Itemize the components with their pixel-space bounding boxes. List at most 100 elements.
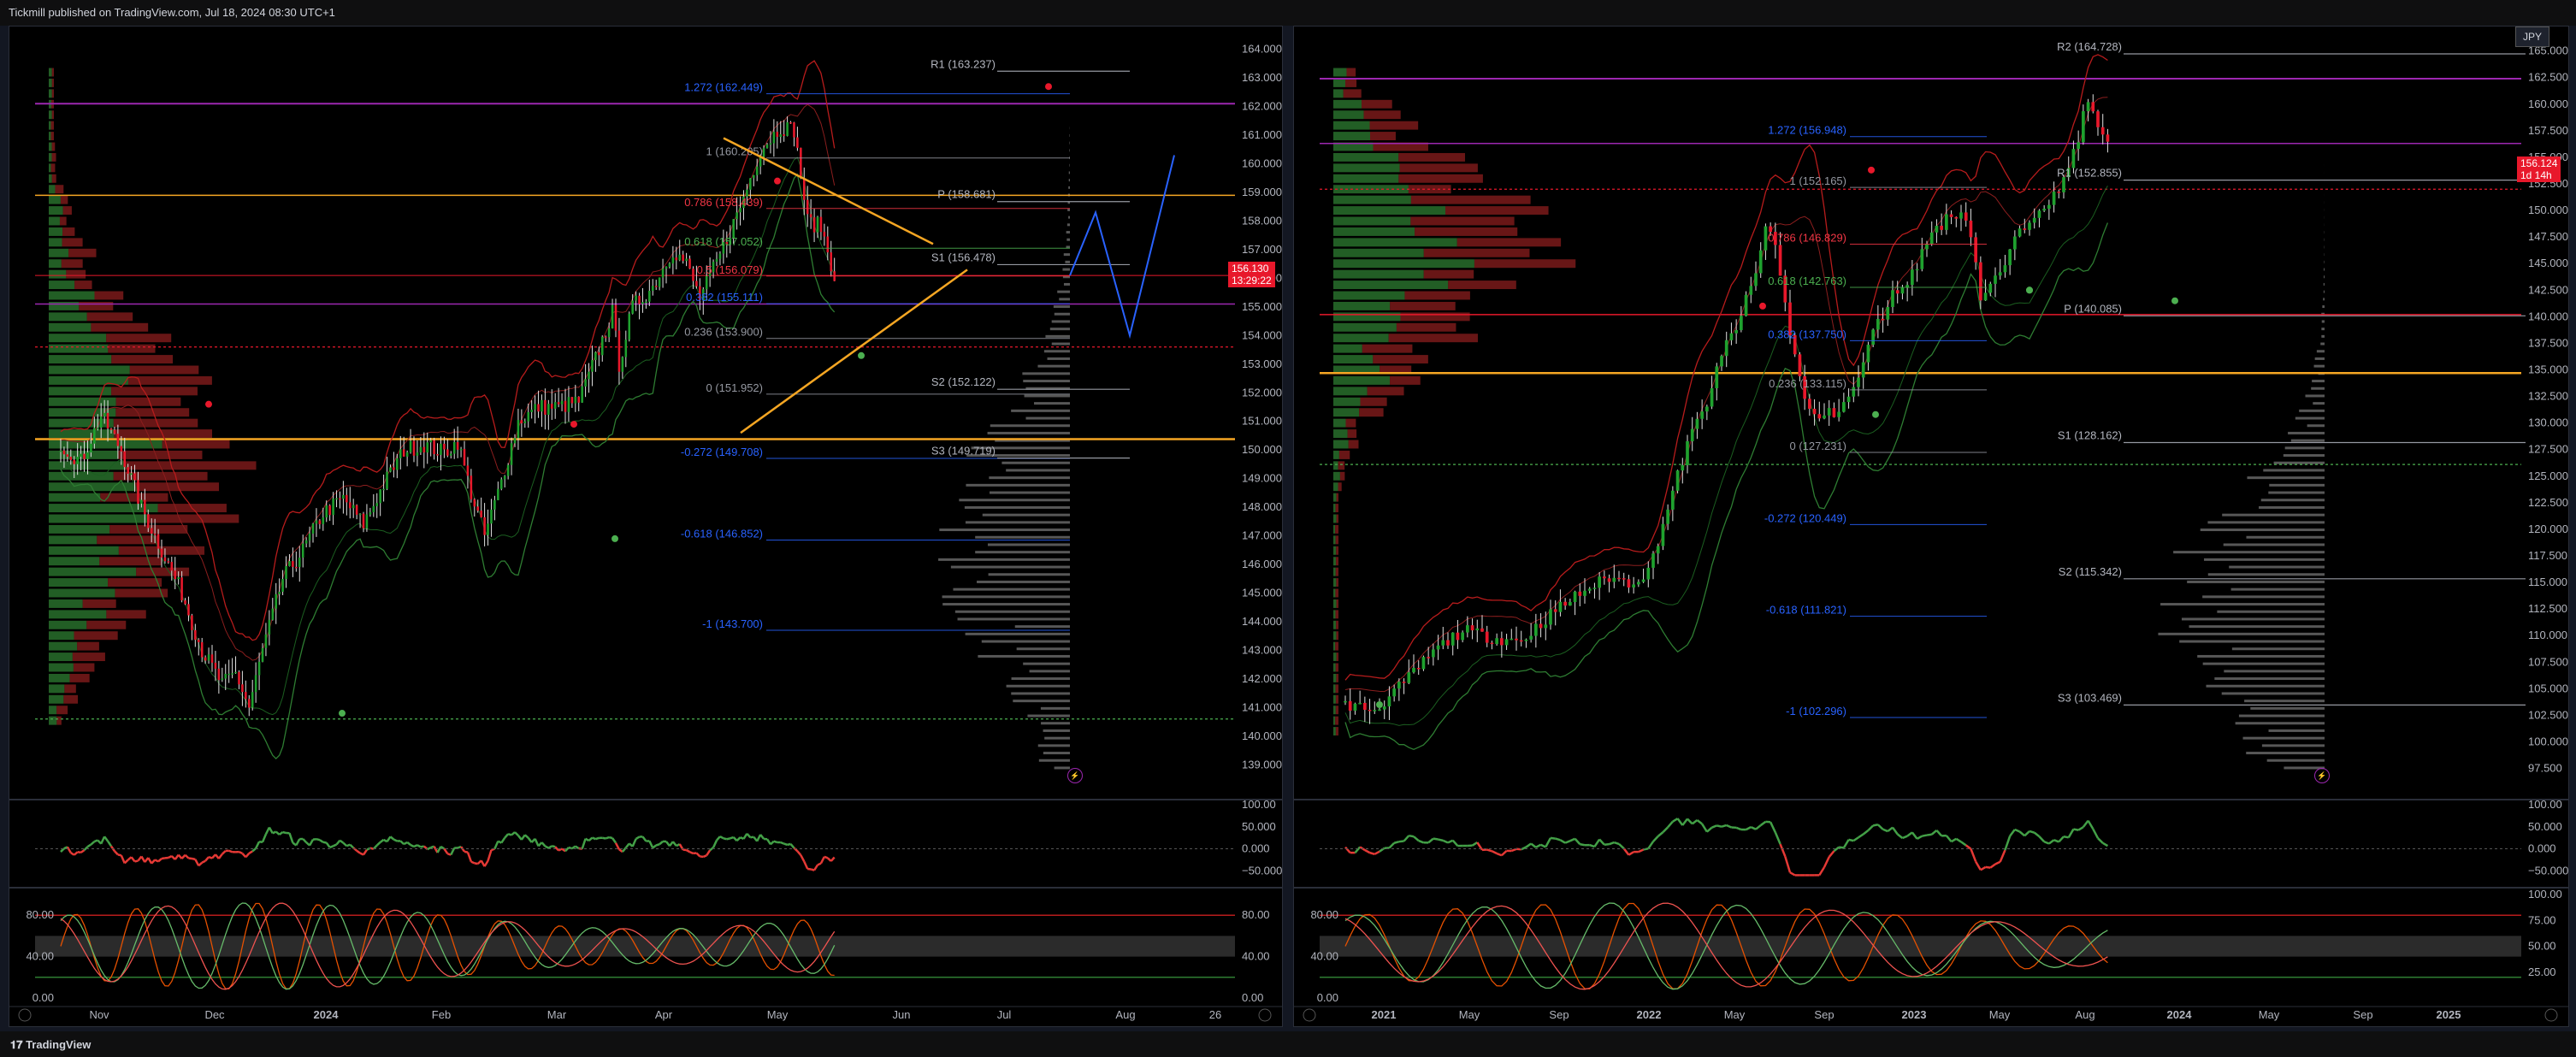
right-candle-body bbox=[1510, 638, 1514, 641]
left-candle-body bbox=[76, 457, 79, 464]
left-momentum-line bbox=[204, 856, 210, 862]
right-volume-profile-down bbox=[1338, 461, 1345, 470]
left-candle-body bbox=[335, 498, 338, 500]
right-momentum-line bbox=[1716, 824, 1722, 828]
right-momentum-line bbox=[1960, 841, 1967, 847]
left-candle-body bbox=[826, 236, 830, 253]
right-candle-body bbox=[2071, 149, 2076, 168]
right-candle-body bbox=[1446, 640, 1450, 646]
right-momentum-line bbox=[1393, 840, 1400, 844]
right-volume-profile-up bbox=[1333, 418, 1346, 428]
right-volume-profile-up bbox=[1333, 440, 1349, 449]
left-replay-icon[interactable]: ⚡ bbox=[1067, 768, 1083, 783]
right-momentum-line bbox=[1413, 836, 1420, 842]
right-momentum-line bbox=[1848, 838, 1854, 842]
right-volume-profile-down bbox=[1423, 248, 1530, 257]
right-momentum-line bbox=[1613, 841, 1620, 846]
left-volume-profile-down bbox=[115, 397, 181, 406]
right-volume-profile-down bbox=[1345, 418, 1356, 428]
left-volume-profile-up bbox=[49, 408, 116, 417]
right-momentum-line bbox=[1691, 818, 1699, 825]
right-candle-body bbox=[1827, 408, 1831, 416]
left-session-volume-bar bbox=[1069, 141, 1070, 145]
left-chart-svg[interactable]: 1.272 (162.449) 1 (160.205) 0.786 (158.439… bbox=[9, 27, 1282, 1026]
left-candle-body bbox=[600, 336, 604, 356]
left-candle-body bbox=[140, 499, 143, 504]
right-volume-profile-down bbox=[1367, 387, 1404, 396]
right-momentum-line bbox=[2097, 837, 2104, 844]
right-candle-body bbox=[1549, 609, 1552, 625]
left-volume-profile-down bbox=[82, 599, 116, 608]
left-session-volume-bar bbox=[1014, 625, 1070, 629]
left-candle-body bbox=[598, 351, 600, 356]
right-candle-body bbox=[1769, 226, 1772, 233]
right-candle-body bbox=[1344, 700, 1347, 703]
left-candle-body bbox=[786, 122, 789, 136]
right-time-tick: May bbox=[1724, 1008, 1746, 1021]
left-volume-profile-up bbox=[49, 631, 74, 641]
left-triangle-upper bbox=[723, 137, 934, 245]
left-candle-body bbox=[604, 336, 607, 339]
right-candle-body bbox=[1974, 237, 1977, 263]
left-session-volume-bar bbox=[1047, 357, 1070, 360]
left-chart-panel[interactable]: 1.272 (162.449) 1 (160.205) 0.786 (158.439… bbox=[9, 26, 1283, 1027]
right-candle-body bbox=[1666, 509, 1669, 524]
left-timezone-icon bbox=[18, 1008, 32, 1022]
right-chart-panel[interactable]: 1.618 (167.575)1.272 (156.948)1 (152.165… bbox=[1293, 26, 2569, 1027]
right-volume-profile-up bbox=[1333, 653, 1337, 662]
left-signal-dot bbox=[858, 351, 865, 359]
left-candle-body bbox=[553, 402, 557, 409]
tradingview-logo[interactable]: 𝟏𝟕 TradingView bbox=[10, 1038, 91, 1052]
left-candle-body bbox=[245, 692, 247, 700]
left-volume-profile-up bbox=[49, 588, 115, 598]
right-volume-profile-up bbox=[1333, 397, 1361, 406]
left-session-volume-bar bbox=[1022, 372, 1070, 375]
left-momentum-line bbox=[676, 842, 681, 847]
currency-button[interactable]: JPY bbox=[2515, 27, 2550, 47]
right-price-tick: 137.500 bbox=[2528, 336, 2568, 349]
right-candle-body bbox=[1895, 290, 1900, 294]
left-momentum-line bbox=[648, 840, 654, 848]
right-volume-profile-down bbox=[1398, 152, 1465, 162]
right-osc2-left-tick: 80.00 bbox=[1310, 908, 1338, 921]
right-volume-profile-up bbox=[1333, 706, 1336, 715]
left-momentum-line bbox=[255, 841, 261, 849]
left-candle-body bbox=[80, 453, 82, 458]
right-price-tick: 107.500 bbox=[2528, 655, 2568, 668]
left-momentum-line bbox=[389, 836, 395, 841]
left-candle-body bbox=[440, 443, 442, 455]
left-price-tick: 153.000 bbox=[1242, 357, 1282, 370]
left-candle-body bbox=[577, 396, 581, 403]
left-momentum-line bbox=[369, 847, 375, 850]
left-momentum-line bbox=[608, 836, 613, 840]
right-momentum-line bbox=[1374, 850, 1380, 855]
right-chart-svg[interactable]: 1.618 (167.575)1.272 (156.948)1 (152.165… bbox=[1294, 27, 2568, 1026]
left-candle-body bbox=[264, 634, 268, 648]
left-session-volume-bar bbox=[959, 499, 1070, 502]
right-candle-body bbox=[1573, 591, 1577, 603]
left-momentum-line bbox=[446, 853, 452, 856]
right-volume-profile-up bbox=[1333, 365, 1380, 375]
right-volume-profile-up bbox=[1333, 291, 1405, 300]
right-price-tick: 132.500 bbox=[2528, 390, 2568, 403]
left-candle-body bbox=[342, 494, 345, 499]
left-momentum-line bbox=[413, 844, 418, 848]
left-volume-profile-up bbox=[49, 291, 95, 300]
right-replay-icon[interactable]: ⚡ bbox=[2314, 768, 2330, 783]
left-candle-body bbox=[658, 277, 661, 287]
right-fib-label: 0.382 (137.750) bbox=[1768, 328, 1846, 340]
right-stoch-line bbox=[1344, 902, 2108, 990]
right-candle-body bbox=[1553, 609, 1557, 612]
left-candle-body bbox=[207, 654, 210, 661]
left-momentum-line bbox=[655, 843, 660, 847]
right-momentum-line bbox=[1438, 838, 1444, 842]
right-volume-profile-up bbox=[1333, 408, 1360, 417]
right-momentum-line bbox=[1911, 831, 1918, 840]
left-volume-profile-up bbox=[49, 238, 62, 247]
right-candle-body bbox=[1583, 590, 1586, 596]
right-candle-body bbox=[1646, 567, 1651, 580]
left-momentum-line bbox=[130, 856, 136, 863]
right-candle-body bbox=[1949, 214, 1953, 217]
left-session-volume-bar bbox=[1034, 402, 1070, 405]
left-momentum-line bbox=[817, 862, 822, 866]
